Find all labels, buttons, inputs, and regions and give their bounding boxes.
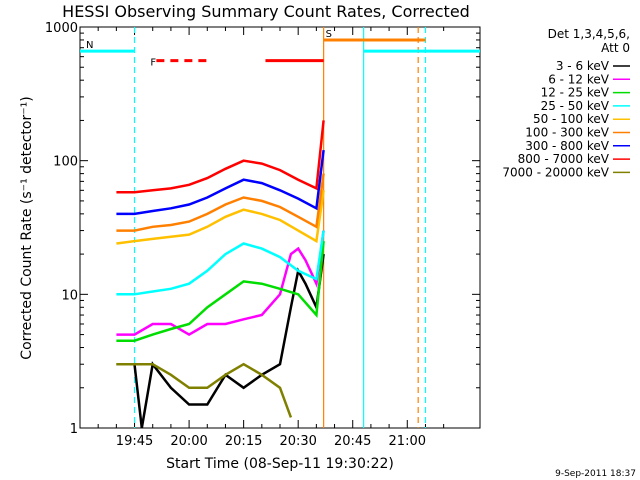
series-line (116, 190, 325, 245)
axis-ticks (80, 26, 481, 429)
legend-item-label: 6 - 12 keV (548, 72, 610, 86)
series-line (116, 362, 293, 418)
legend-item-label: 3 - 6 keV (556, 59, 610, 73)
chart-title: HESSI Observing Summary Count Rates, Cor… (62, 2, 470, 21)
y-axis-label: Corrected Count Rate (s⁻¹ detector⁻¹) (19, 96, 35, 359)
legend-header-line-1: Det 1,3,4,5,6, (548, 27, 630, 41)
x-tick-label: 20:15 (225, 434, 262, 449)
plot-frame (79, 26, 481, 429)
series-line (116, 120, 325, 194)
flag-label: N (86, 40, 93, 51)
legend-header-line-2: Att 0 (601, 41, 630, 55)
x-tick-label: 20:45 (334, 434, 371, 449)
footer-timestamp: 9-Sep-2011 18:37 (555, 469, 636, 479)
flag-bars: N F S (80, 29, 480, 69)
flag-label: F (150, 58, 156, 69)
series-lines (116, 120, 325, 429)
y-tick-label: 1 (70, 422, 78, 437)
series-line (116, 173, 325, 232)
x-tick-labels: 19:45 20:00 20:15 20:30 20:45 21:00 (116, 434, 426, 449)
y-tick-labels: 1 10 100 1000 (45, 21, 78, 437)
legend-item-label: 12 - 25 keV (541, 86, 610, 100)
series-line (116, 149, 325, 216)
x-tick-label: 20:30 (279, 434, 316, 449)
series-line (116, 230, 325, 296)
plot-area: N F S (79, 26, 481, 429)
series-line (116, 230, 325, 337)
series-line (116, 253, 325, 429)
y-tick-label: 1000 (45, 21, 78, 36)
legend-item-label: 50 - 100 keV (533, 112, 610, 126)
legend-item-label: 800 - 7000 keV (518, 152, 610, 166)
x-tick-label: 21:00 (389, 434, 426, 449)
legend-item-label: 100 - 300 keV (525, 126, 609, 140)
legend-item-label: 300 - 800 keV (525, 139, 609, 153)
x-axis-label: Start Time (08-Sep-11 19:30:22) (166, 456, 394, 472)
series-line (116, 240, 325, 342)
y-tick-label: 10 (61, 288, 78, 303)
y-tick-label: 100 (53, 155, 78, 170)
vertical-markers (133, 27, 427, 428)
flag-label: S (326, 29, 332, 40)
x-tick-label: 19:45 (116, 434, 153, 449)
legend-item-label: 25 - 50 keV (541, 99, 610, 113)
legend-item-label: 7000 - 20000 keV (502, 165, 609, 179)
x-tick-label: 20:00 (170, 434, 207, 449)
